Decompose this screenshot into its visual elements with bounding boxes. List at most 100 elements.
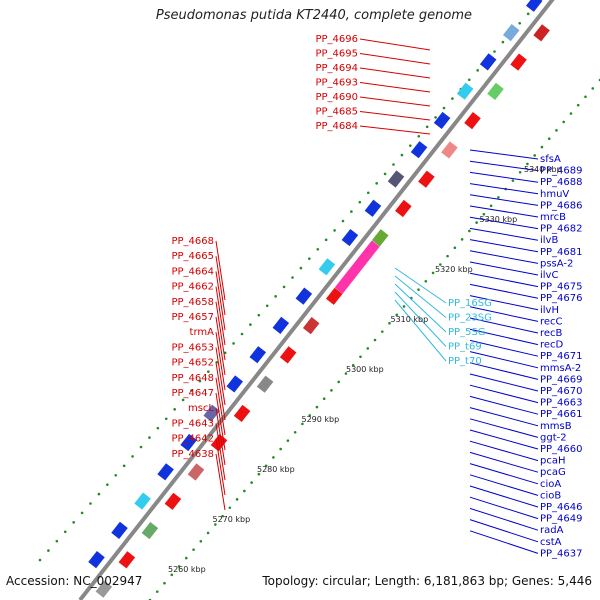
- gene-label-right: PP_4689: [540, 166, 583, 177]
- tick-dot: [55, 539, 59, 543]
- gene-label-right: recB: [540, 328, 563, 339]
- gene-block: [387, 170, 405, 188]
- tick-dot: [148, 436, 151, 439]
- tick-dot: [417, 134, 421, 138]
- label-connector: [215, 332, 226, 391]
- tick-dot: [250, 481, 253, 484]
- tick-dot: [63, 530, 67, 534]
- scale-tick-label: 5270 kbp: [213, 515, 251, 524]
- tick-dot: [375, 182, 378, 185]
- tick-dot: [366, 347, 370, 350]
- tick-dot: [533, 154, 536, 157]
- gene-block: [433, 111, 451, 130]
- gene-block: [334, 240, 380, 294]
- label-connector: [215, 423, 226, 481]
- tick-dot: [439, 263, 442, 266]
- tick-dot: [324, 238, 328, 242]
- label-connector: [394, 267, 447, 304]
- label-connector: [394, 291, 447, 347]
- label-connector: [469, 183, 539, 195]
- tick-dot: [265, 304, 269, 308]
- label-connector: [394, 299, 447, 362]
- tick-dot: [293, 430, 297, 434]
- tick-dot: [249, 323, 252, 326]
- tick-dot: [235, 498, 239, 501]
- gene-label-right: ilvB: [540, 235, 558, 246]
- gene-label-right: PP_4676: [540, 293, 583, 304]
- genome-title: Pseudomonas putida KT2440, complete geno…: [155, 8, 472, 23]
- gene-label-left: PP_4638: [171, 449, 214, 460]
- gene-block: [88, 551, 105, 569]
- tick-dot: [89, 502, 92, 505]
- tick-dot: [351, 363, 355, 367]
- tick-dot: [155, 590, 159, 593]
- tick-dot: [380, 330, 384, 333]
- label-connector: [469, 463, 539, 485]
- label-connector: [394, 283, 447, 333]
- gene-block: [418, 170, 435, 188]
- tick-dot: [425, 125, 429, 129]
- gene-label-left: PP_4685: [315, 107, 358, 118]
- tick-dot: [279, 447, 282, 451]
- tick-dot: [547, 137, 551, 141]
- tick-dot: [475, 221, 478, 224]
- gene-label-right: PP_4686: [540, 200, 583, 211]
- gene-features: [88, 0, 550, 598]
- gene-label-right: ggt-2: [540, 432, 567, 443]
- gene-label-left: PP_4690: [315, 92, 358, 103]
- tick-dot: [337, 380, 341, 384]
- gene-block: [279, 346, 297, 364]
- scale-tick-label: 5310 kbp: [391, 315, 429, 324]
- gene-block: [95, 580, 113, 598]
- rna-label: PP_16SG: [448, 298, 492, 309]
- scale-tick-label: 5340 kbp: [524, 165, 562, 174]
- gene-block: [364, 199, 382, 217]
- gene-label-left: PP_4642: [171, 434, 214, 445]
- tick-dot: [460, 238, 464, 241]
- tick-dot: [526, 162, 529, 166]
- label-connector: [215, 271, 226, 331]
- tick-dot: [358, 200, 362, 204]
- tick-dot: [497, 196, 500, 199]
- gene-block: [118, 551, 136, 569]
- genome-backbone: [78, 0, 555, 600]
- label-connector: [469, 160, 539, 172]
- label-connector: [469, 339, 539, 357]
- tick-dot: [392, 163, 395, 166]
- gene-label-right: mmsA-2: [540, 363, 581, 374]
- tick-dot: [156, 426, 160, 430]
- tick-dot: [164, 417, 168, 421]
- label-connector: [215, 438, 226, 496]
- gene-block: [341, 228, 359, 247]
- tick-dot: [308, 414, 311, 417]
- gene-label-right: cioB: [540, 490, 561, 501]
- tick-dot: [207, 370, 210, 373]
- tick-dot: [511, 179, 515, 182]
- gene-label-right: PP_4646: [540, 502, 583, 513]
- label-connector: [469, 362, 539, 380]
- gene-label-left: mscL: [188, 403, 214, 414]
- label-connector: [359, 125, 431, 135]
- tick-dot: [482, 212, 486, 216]
- tick-dot: [366, 191, 370, 195]
- label-connector: [469, 283, 539, 299]
- label-connector: [469, 205, 539, 218]
- label-connector: [469, 474, 539, 496]
- gene-label-left: PP_4695: [315, 49, 358, 60]
- tick-dot: [243, 489, 246, 493]
- tick-dot: [451, 97, 454, 100]
- gene-label-right: mmsB: [540, 421, 572, 432]
- gene-block: [372, 229, 389, 247]
- label-connector: [469, 384, 539, 404]
- gene-block: [187, 463, 205, 481]
- tick-dot: [47, 549, 50, 552]
- scale-tick-label: 5300 kbp: [346, 365, 384, 374]
- tick-dot: [333, 229, 336, 232]
- tick-dot: [526, 12, 530, 16]
- scale-tick-label: 5330 kbp: [480, 215, 518, 224]
- tick-dot: [344, 372, 348, 375]
- tick-dot: [431, 271, 435, 275]
- tick-dot: [453, 246, 457, 250]
- label-connector: [359, 53, 431, 65]
